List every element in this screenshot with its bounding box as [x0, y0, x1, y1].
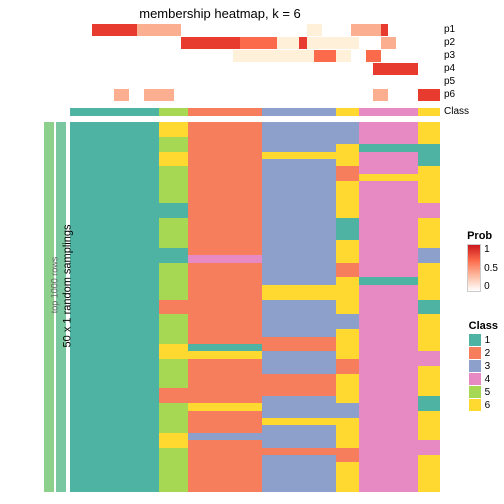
prob-gradient	[467, 244, 481, 292]
prob-tick: 0	[484, 281, 498, 292]
row-label: p3	[444, 50, 455, 61]
row-label: Class	[444, 106, 469, 117]
y-label-outer: 50 x 1 random samplings	[61, 225, 73, 348]
prob-tick: 0.5	[484, 263, 498, 274]
class-legend-item: 5	[469, 386, 498, 398]
class-legend-item: 3	[469, 360, 498, 372]
class-legend-title: Class	[469, 320, 498, 332]
row-label: p5	[444, 76, 455, 87]
class-legend-item: 2	[469, 347, 498, 359]
class-legend-item: 4	[469, 373, 498, 385]
chart-title: membership heatmap, k = 6	[0, 6, 440, 21]
y-label-inner: top 1000 rows	[49, 257, 59, 314]
row-label: p1	[444, 24, 455, 35]
main-heatmap	[70, 122, 440, 492]
prob-tick: 1	[484, 244, 498, 255]
class-legend-item: 6	[469, 399, 498, 411]
prob-legend-title: Prob	[467, 230, 498, 242]
class-legend: Class 123456	[469, 320, 498, 412]
top-annotation-rows	[70, 24, 440, 102]
row-label: p2	[444, 37, 455, 48]
prob-legend: Prob 1 0.5 0	[467, 230, 498, 292]
row-label: p4	[444, 63, 455, 74]
row-label: p6	[444, 89, 455, 100]
class-legend-item: 1	[469, 334, 498, 346]
